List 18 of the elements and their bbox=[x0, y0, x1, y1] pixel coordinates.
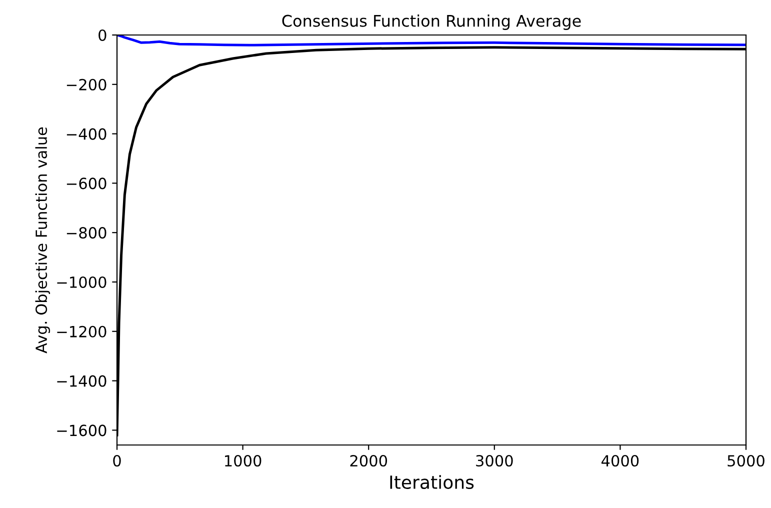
y-tick-label: 0 bbox=[98, 29, 106, 42]
y-tick-label: −1200 bbox=[57, 326, 106, 338]
y-axis-title: Avg. Objective Function value bbox=[35, 127, 50, 354]
y-tick-label: −400 bbox=[66, 128, 106, 140]
x-tick-label: 5000 bbox=[728, 454, 764, 467]
y-tick-label: −1400 bbox=[57, 375, 106, 387]
y-tick-label: −1000 bbox=[57, 276, 106, 288]
x-tick-label: 3000 bbox=[476, 454, 513, 467]
x-axis-title: Iterations bbox=[390, 475, 474, 490]
x-tick-label: 0 bbox=[113, 454, 121, 467]
x-tick-label: 4000 bbox=[602, 454, 639, 467]
y-tick-label: −200 bbox=[66, 78, 106, 90]
x-tick-label: 2000 bbox=[350, 454, 388, 467]
y-tick-label: −600 bbox=[66, 178, 106, 190]
chart-title: Consensus Function Running Average bbox=[282, 14, 581, 30]
y-tick-label: −1600 bbox=[57, 424, 106, 436]
x-tick-label: 1000 bbox=[225, 454, 262, 467]
y-tick-label: −800 bbox=[66, 227, 106, 239]
